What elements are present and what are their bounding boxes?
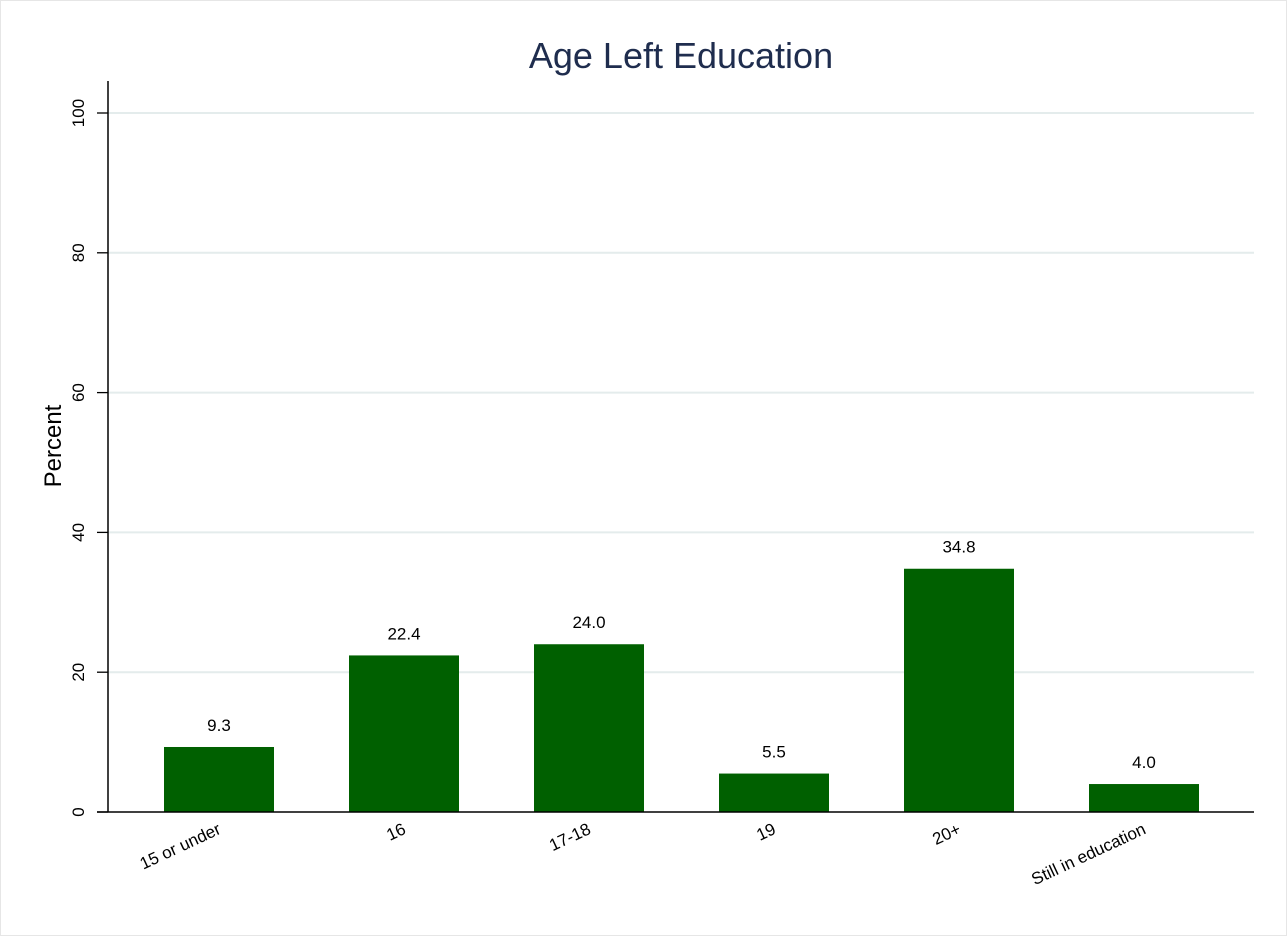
gridlines — [108, 112, 1254, 674]
data-label: 22.4 — [387, 624, 420, 643]
chart-title: Age Left Education — [529, 35, 833, 76]
data-label: 9.3 — [207, 716, 231, 735]
x-category-label: 15 or under — [137, 819, 224, 873]
y-axis-label: Percent — [40, 404, 67, 487]
y-tick-label: 40 — [69, 523, 88, 542]
data-label: 34.8 — [942, 538, 975, 557]
x-category-label: Still in education — [1028, 819, 1148, 889]
bar — [1089, 784, 1199, 812]
x-category-label: 20+ — [930, 819, 964, 848]
y-tick-label: 60 — [69, 383, 88, 402]
bar — [904, 568, 1014, 812]
x-category-label: 19 — [754, 819, 779, 844]
y-tick-label: 0 — [69, 807, 88, 816]
x-category-label: 17-18 — [546, 819, 593, 855]
bars — [164, 568, 1199, 812]
bar — [719, 773, 829, 812]
bar — [349, 655, 459, 812]
data-label: 5.5 — [762, 743, 786, 762]
data-label: 4.0 — [1132, 753, 1156, 772]
bar — [534, 644, 644, 812]
data-label: 24.0 — [572, 613, 605, 632]
x-category-label: 16 — [384, 819, 409, 844]
axes — [97, 81, 1254, 813]
bar — [164, 746, 274, 812]
y-tick-label: 100 — [69, 99, 88, 127]
y-tick-label: 20 — [69, 663, 88, 682]
y-tick-label: 80 — [69, 243, 88, 262]
